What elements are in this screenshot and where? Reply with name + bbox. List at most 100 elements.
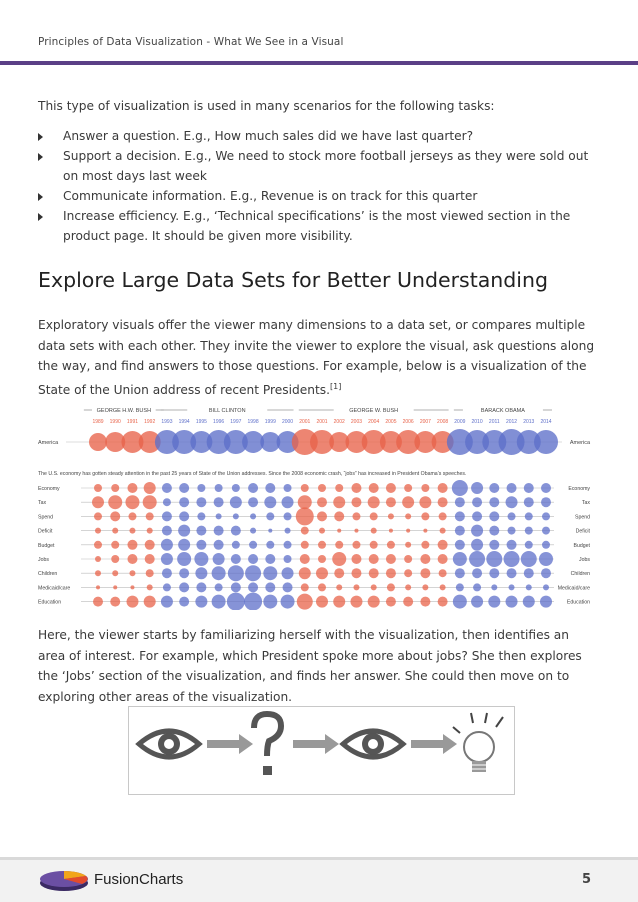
year-label: 1994: [179, 419, 190, 425]
topic-bubble: [525, 584, 532, 591]
america-bubble: [260, 432, 281, 452]
topic-bubble: [543, 584, 549, 591]
topic-bubble: [337, 528, 342, 533]
question-mark-icon: [251, 710, 285, 775]
america-bubble: [291, 429, 318, 455]
topic-bubble: [539, 552, 553, 566]
topic-bubble: [196, 582, 207, 593]
topic-bubble: [212, 553, 225, 565]
topic-bubble: [387, 513, 394, 520]
topic-bubble: [333, 595, 346, 608]
topic-bubble: [249, 540, 258, 549]
topic-label-right: Budget: [574, 543, 591, 549]
topic-bubble: [506, 568, 517, 579]
topic-bubble: [95, 556, 101, 562]
topic-bubble: [367, 595, 380, 608]
eye-icon: [135, 728, 203, 760]
topic-bubble: [129, 527, 136, 534]
topic-bubble: [351, 497, 362, 508]
list-item: Support a decision. E.g., We need to sto…: [38, 146, 598, 186]
topic-bubble: [471, 524, 484, 537]
america-label-left: America: [38, 440, 59, 446]
topic-bubble: [229, 496, 242, 509]
topic-bubble: [522, 595, 535, 608]
topic-bubble: [388, 528, 393, 533]
topic-bubble: [385, 483, 396, 493]
topic-bubble: [334, 568, 345, 579]
year-label: 2013: [523, 419, 534, 425]
topic-bubble: [333, 496, 346, 509]
topic-bubble: [197, 512, 206, 521]
topic-bubble: [489, 568, 500, 579]
year-label: 1999: [265, 419, 276, 425]
topic-bubble: [144, 554, 155, 564]
bullet-arrow-icon: [38, 153, 43, 161]
topic-bubble: [130, 585, 135, 590]
topic-bubble: [524, 540, 533, 549]
topic-bubble: [542, 526, 550, 535]
topic-bubble: [300, 526, 309, 535]
topic-bubble: [454, 497, 465, 508]
topic-bubble: [113, 585, 118, 590]
topic-bubble: [488, 595, 501, 608]
topic-bubble: [437, 497, 448, 508]
topic-bubble: [296, 593, 313, 610]
exploration-flow-figure: [128, 706, 515, 795]
topic-bubble: [405, 541, 412, 548]
topic-bubble: [520, 551, 537, 567]
topic-bubble: [297, 495, 312, 510]
topic-label-right: Education: [567, 600, 590, 606]
topic-bubble: [524, 526, 533, 535]
topic-label-left: Education: [38, 600, 61, 606]
topic-bubble: [508, 584, 515, 591]
topic-bubble: [142, 495, 157, 510]
america-bubble: [154, 430, 179, 454]
topic-bubble: [454, 568, 465, 579]
topic-bubble: [420, 568, 431, 579]
topic-bubble: [112, 527, 119, 534]
topic-bubble: [160, 595, 173, 608]
topic-bubble: [505, 595, 518, 608]
year-label: 2001: [299, 419, 310, 425]
topic-bubble: [437, 539, 448, 550]
topic-bubble: [145, 569, 154, 578]
topic-bubble: [523, 568, 534, 579]
topic-label-left: Budget: [38, 543, 55, 549]
section-paragraph: Exploratory visuals offer the viewer man…: [38, 318, 595, 397]
bullet-arrow-icon: [38, 133, 43, 141]
topic-bubble: [230, 525, 241, 536]
footer: [0, 857, 638, 902]
topic-bubble: [335, 484, 344, 492]
topic-bubble: [368, 554, 379, 564]
america-bubble: [121, 431, 144, 453]
year-label: 2008: [437, 419, 448, 425]
topic-bubble: [421, 484, 430, 492]
footnote-ref[interactable]: [1]: [329, 381, 342, 391]
topic-bubble: [422, 584, 429, 591]
topic-bubble: [404, 555, 413, 563]
topic-label-right: Medicaid/care: [558, 585, 590, 591]
topic-bubble: [454, 539, 465, 550]
topic-bubble: [125, 495, 140, 510]
topic-bubble: [336, 584, 343, 591]
america-bubble: [345, 431, 368, 453]
topic-bubble: [386, 583, 395, 592]
topic-bubble: [110, 596, 121, 607]
year-label: 1991: [127, 419, 138, 425]
america-bubble: [223, 430, 248, 454]
topic-bubble: [507, 526, 516, 535]
america-label-right: America: [570, 440, 591, 446]
america-bubble: [465, 430, 490, 454]
america-bubble: [310, 430, 334, 454]
president-label: GEORGE H.W. BUSH: [97, 408, 151, 414]
america-bubble: [89, 433, 107, 451]
topic-bubble: [367, 496, 380, 509]
topic-bubble: [370, 527, 377, 534]
year-label: 2003: [351, 419, 362, 425]
topic-bubble: [196, 539, 207, 550]
topic-bubble: [211, 566, 226, 581]
topic-bubble: [127, 539, 138, 550]
topic-bubble: [94, 540, 102, 549]
topic-bubble: [421, 512, 430, 521]
topic-bubble: [211, 594, 226, 609]
